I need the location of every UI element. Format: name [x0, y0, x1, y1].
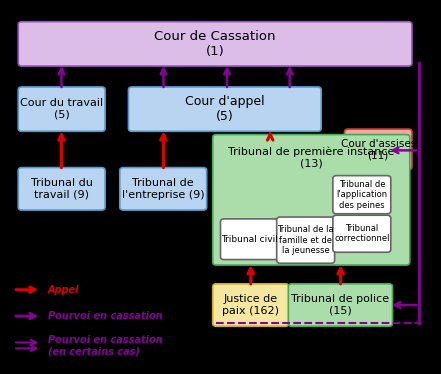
Text: Appel: Appel [48, 285, 79, 295]
FancyBboxPatch shape [333, 176, 391, 214]
FancyBboxPatch shape [213, 284, 289, 326]
FancyBboxPatch shape [18, 22, 412, 66]
Text: Cour d'assises
(11): Cour d'assises (11) [340, 139, 416, 160]
FancyBboxPatch shape [277, 217, 335, 263]
Text: Tribunal de première instance
(13): Tribunal de première instance (13) [228, 147, 394, 169]
Text: Pourvoi en cassation: Pourvoi en cassation [48, 311, 162, 321]
FancyBboxPatch shape [344, 129, 412, 170]
FancyBboxPatch shape [18, 168, 105, 210]
FancyBboxPatch shape [120, 168, 207, 210]
Text: Pourvoi en cassation
(en certains cas): Pourvoi en cassation (en certains cas) [48, 334, 162, 356]
Text: Tribunal civil: Tribunal civil [221, 235, 278, 244]
FancyBboxPatch shape [18, 87, 105, 131]
FancyBboxPatch shape [288, 284, 392, 326]
Text: Tribunal de police
(15): Tribunal de police (15) [292, 294, 389, 316]
Text: Cour d'appel
(5): Cour d'appel (5) [185, 95, 265, 123]
FancyBboxPatch shape [128, 87, 321, 131]
Text: Tribunal de
l'entreprise (9): Tribunal de l'entreprise (9) [122, 178, 205, 200]
Text: Tribunal de
l'application
des peines: Tribunal de l'application des peines [336, 180, 387, 209]
Text: Tribunal de la
famille et de
la jeunesse: Tribunal de la famille et de la jeunesse [277, 225, 334, 255]
Text: Justice de
paix (162): Justice de paix (162) [222, 294, 279, 316]
Text: Tribunal du
travail (9): Tribunal du travail (9) [31, 178, 93, 200]
FancyBboxPatch shape [220, 219, 278, 260]
Text: Tribunal
correctionnel: Tribunal correctionnel [334, 224, 389, 243]
Text: Cour du travail
(5): Cour du travail (5) [20, 98, 103, 120]
FancyBboxPatch shape [213, 135, 410, 265]
FancyBboxPatch shape [333, 215, 391, 252]
Text: Cour de Cassation
(1): Cour de Cassation (1) [154, 30, 276, 58]
